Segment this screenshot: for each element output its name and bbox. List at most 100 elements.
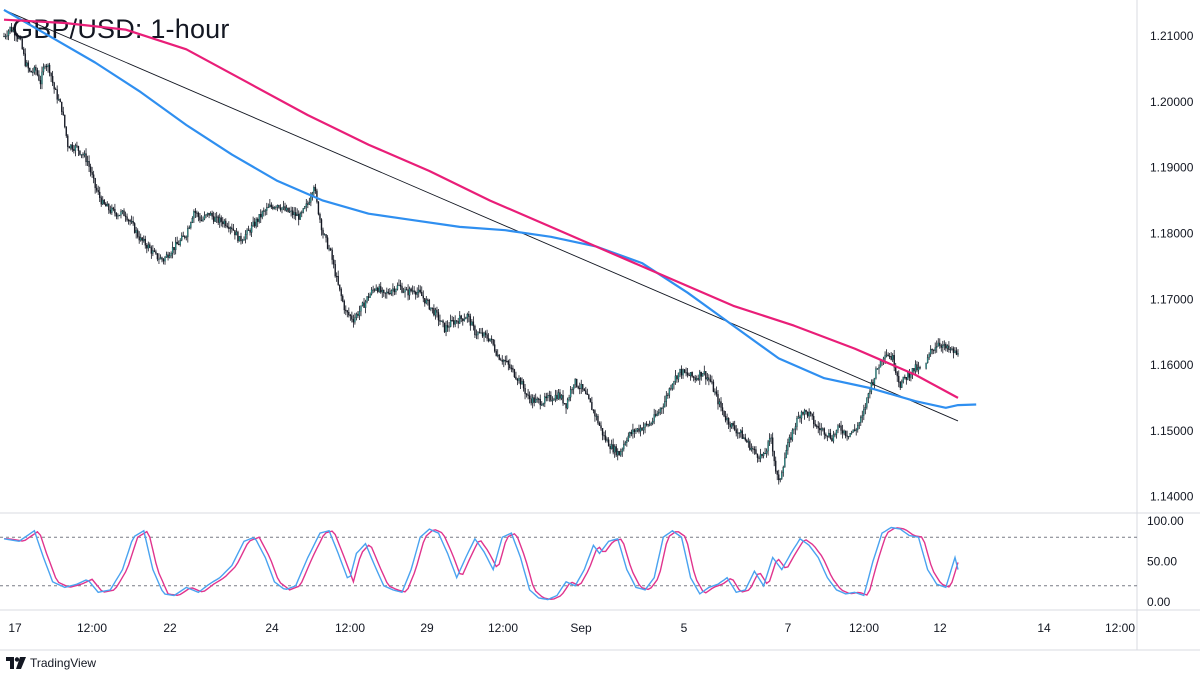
candle <box>440 320 443 322</box>
candle-body <box>35 67 37 71</box>
candle <box>301 210 303 218</box>
candle-body <box>734 425 736 430</box>
candle-body <box>328 248 330 250</box>
candle-body <box>410 288 412 292</box>
candle <box>41 66 43 90</box>
candle-body <box>729 424 731 428</box>
candle-body <box>685 372 687 374</box>
candle <box>949 347 952 354</box>
candle <box>550 391 552 402</box>
moving-average-fast-line[interactable] <box>3 8 977 409</box>
candle-body <box>358 311 361 316</box>
candle-body <box>655 414 657 416</box>
candle-body <box>190 222 192 228</box>
candle-body <box>550 394 552 401</box>
candle <box>509 358 511 370</box>
candle-body <box>837 425 839 431</box>
candle <box>393 286 396 296</box>
candle <box>384 292 386 299</box>
candle-body <box>206 212 209 215</box>
candle <box>626 437 628 447</box>
candle <box>178 240 180 246</box>
candle-body <box>369 293 371 298</box>
moving-average-slow-line[interactable] <box>3 18 959 399</box>
candle <box>755 446 757 455</box>
candle-body <box>401 286 403 293</box>
candle-body <box>542 403 544 406</box>
candle <box>762 451 765 459</box>
candle <box>615 443 617 457</box>
candle <box>557 388 560 400</box>
oscillator-signal-line[interactable] <box>4 527 959 601</box>
candle-body <box>861 415 863 418</box>
candle-body <box>340 289 342 297</box>
candle <box>352 314 355 328</box>
candle-body <box>782 466 784 474</box>
candle <box>503 359 505 368</box>
candle-body <box>566 399 569 409</box>
candle <box>928 352 930 360</box>
candle <box>24 48 26 68</box>
candle-body <box>86 160 89 163</box>
candle-body <box>720 401 722 408</box>
trendline[interactable] <box>3 9 959 422</box>
candle-body <box>636 428 639 431</box>
candle <box>13 24 16 42</box>
candle-body <box>497 354 499 356</box>
candle-body <box>95 187 98 191</box>
candle-body <box>143 238 145 241</box>
candle <box>794 422 797 435</box>
candle-body <box>267 206 270 208</box>
trendline-line[interactable] <box>3 9 959 422</box>
candle-body <box>305 203 307 207</box>
candle <box>878 364 880 375</box>
candle <box>452 316 455 328</box>
candle <box>741 426 743 439</box>
candle-body <box>829 432 832 439</box>
candle-body <box>209 213 212 216</box>
candle-body <box>15 35 17 37</box>
tradingview-branding[interactable]: TradingView <box>6 656 96 670</box>
candle <box>323 233 326 236</box>
candle <box>6 30 8 40</box>
candle <box>781 470 783 481</box>
candle <box>141 236 143 245</box>
candle-body <box>83 153 86 156</box>
candle-body <box>16 35 19 39</box>
candle <box>190 221 192 230</box>
candle <box>203 211 206 221</box>
candle <box>743 434 745 440</box>
candle <box>512 365 514 373</box>
candle <box>498 354 500 361</box>
candle-body <box>778 474 780 481</box>
time-tick-label: 12:00 <box>77 621 107 635</box>
candle <box>56 85 58 104</box>
candle-body <box>65 126 67 136</box>
candle <box>858 421 860 430</box>
time-axis[interactable]: 17 12:00 22 24 12:00 29 12:00 Sep 5 7 12:00 12 14 12:… <box>8 621 1135 635</box>
candle <box>576 378 578 388</box>
candle-body <box>106 204 108 207</box>
oscillator-main-line[interactable] <box>3 526 959 601</box>
candle-body <box>630 432 633 435</box>
candle <box>539 394 541 410</box>
candle-body <box>27 62 29 69</box>
candle <box>879 360 882 368</box>
candle <box>205 213 207 219</box>
candle <box>70 144 72 151</box>
candle-body <box>161 257 163 260</box>
candle-body <box>44 66 46 68</box>
candle-body <box>891 355 894 360</box>
oscillator-axis[interactable]: 100.00 50.00 0.00 <box>1147 514 1184 609</box>
candle <box>916 361 918 373</box>
candle-body <box>574 378 576 385</box>
price-tick-label: 1.16000 <box>1150 358 1194 372</box>
candle-body <box>860 417 862 423</box>
candle-body <box>304 206 306 209</box>
candle-body <box>954 350 956 353</box>
candle-body <box>67 135 69 147</box>
candle-body <box>281 207 283 210</box>
candle-body <box>18 37 20 40</box>
price-axis[interactable]: 1.21000 1.20000 1.19000 1.18000 1.17000 1.160… <box>1150 29 1194 503</box>
